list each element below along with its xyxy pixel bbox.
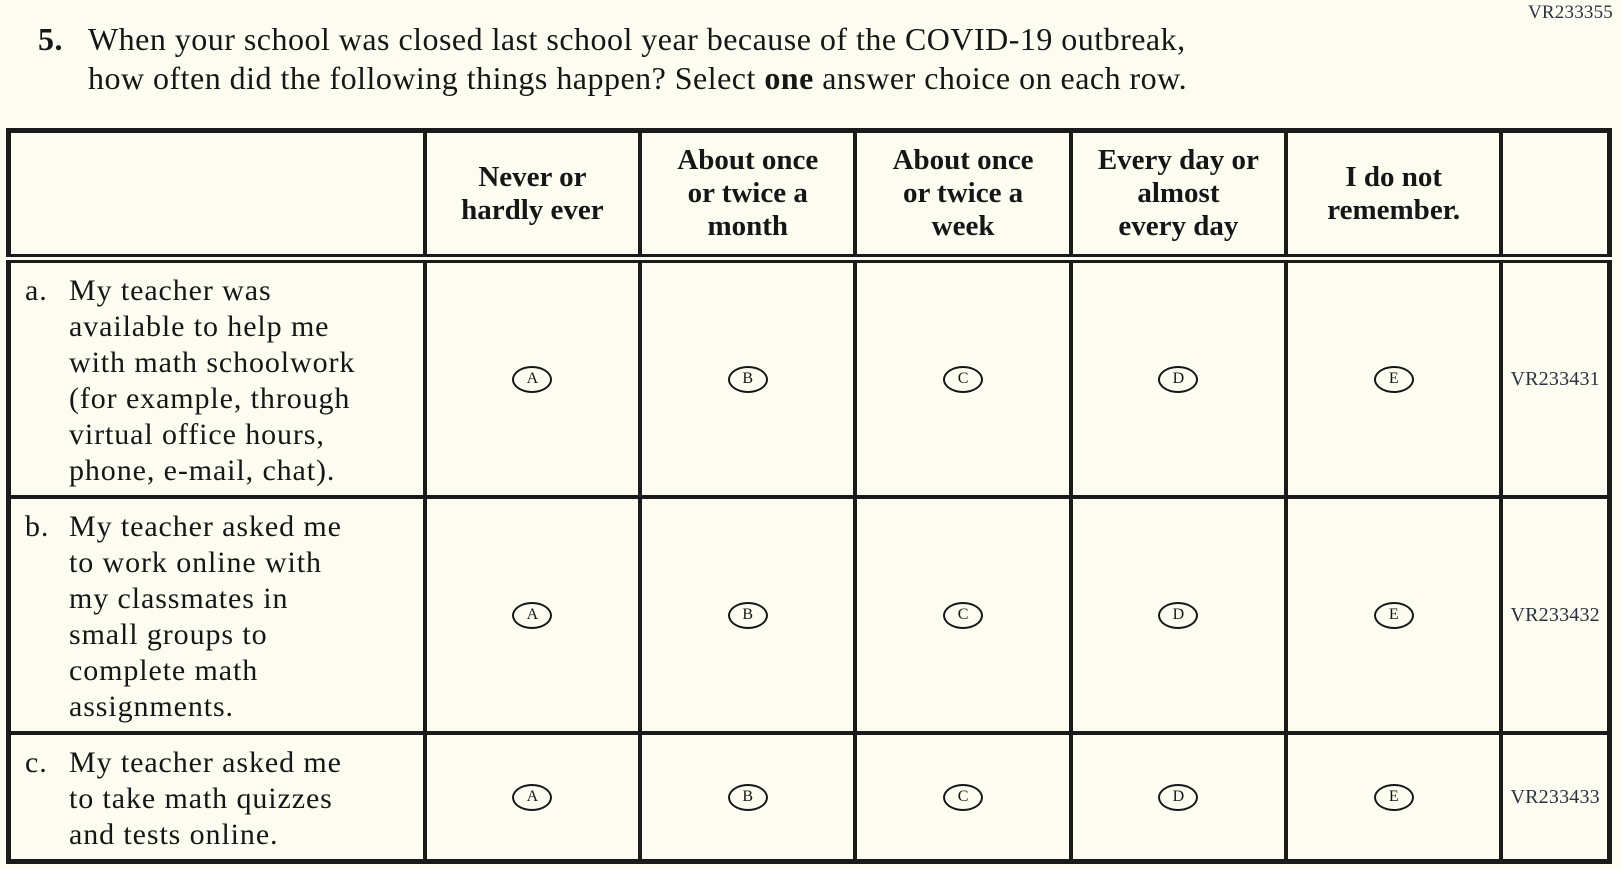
header-every-day: Every day or almost every day bbox=[1068, 128, 1289, 263]
row-c-option-cell-c: C bbox=[853, 731, 1073, 864]
row-c-option-cell-d: D bbox=[1068, 731, 1289, 864]
row-b-bubble-e[interactable]: E bbox=[1373, 601, 1414, 629]
table-row-a: a. My teacher was available to help me w… bbox=[6, 256, 1612, 499]
row-b-bubble-c[interactable]: C bbox=[943, 601, 984, 629]
page-form-code: VR233355 bbox=[1528, 2, 1613, 23]
question-text: When your school was closed last school … bbox=[88, 20, 1187, 98]
header-once-twice-month: About once or twice a month bbox=[638, 128, 858, 263]
row-c-bubble-d[interactable]: D bbox=[1158, 783, 1199, 811]
row-c-text: My teacher asked me to take math quizzes… bbox=[69, 746, 342, 851]
row-a-option-cell-b: B bbox=[638, 256, 858, 499]
row-b-option-cell-a: A bbox=[422, 495, 643, 735]
row-b-item-code: VR233432 bbox=[1499, 495, 1612, 735]
row-b-bubble-a[interactable]: A bbox=[512, 601, 553, 629]
row-a-option-cell-a: A bbox=[422, 256, 643, 499]
row-b-bubble-d[interactable]: D bbox=[1158, 601, 1199, 629]
row-a-stem-cell: a. My teacher was available to help me w… bbox=[6, 256, 427, 499]
row-c-bubble-b[interactable]: B bbox=[727, 783, 768, 811]
row-b-stem: b. My teacher asked me to work online wi… bbox=[25, 509, 417, 725]
row-c-bubble-a[interactable]: A bbox=[512, 783, 553, 811]
question-line-2: how often did the following things happe… bbox=[88, 59, 1187, 98]
question-number: 5. bbox=[38, 21, 63, 57]
row-c-option-cell-a: A bbox=[422, 731, 643, 864]
row-b-option-cell-e: E bbox=[1284, 495, 1504, 735]
row-c-stem-cell: c. My teacher asked me to take math quiz… bbox=[6, 731, 427, 864]
question-emphasis: one bbox=[764, 60, 814, 96]
row-c-option-cell-b: B bbox=[638, 731, 858, 864]
row-b-option-cell-d: D bbox=[1068, 495, 1289, 735]
header-never-hardly-ever: Never or hardly ever bbox=[422, 128, 643, 263]
question-line-2-end: answer choice on each row. bbox=[813, 60, 1188, 96]
row-c-bubble-e[interactable]: E bbox=[1373, 783, 1414, 811]
row-a-bubble-e[interactable]: E bbox=[1373, 365, 1414, 393]
row-a-bubble-d[interactable]: D bbox=[1158, 365, 1199, 393]
table-row-b: b. My teacher asked me to work online wi… bbox=[6, 495, 1612, 735]
row-a-bubble-c[interactable]: C bbox=[943, 365, 984, 393]
row-a-stem: a. My teacher was available to help me w… bbox=[25, 273, 417, 489]
row-a-text: My teacher was available to help me with… bbox=[69, 274, 356, 487]
row-c-letter: c. bbox=[25, 746, 48, 779]
row-a-option-cell-c: C bbox=[853, 256, 1073, 499]
row-c-bubble-c[interactable]: C bbox=[943, 783, 984, 811]
row-a-letter: a. bbox=[25, 274, 48, 307]
question-line-2-start: how often did the following things happe… bbox=[88, 60, 765, 96]
question-block: 5. When your school was closed last scho… bbox=[0, 0, 1621, 98]
question-line-1: When your school was closed last school … bbox=[88, 21, 1186, 57]
row-b-stem-cell: b. My teacher asked me to work online wi… bbox=[6, 495, 427, 735]
row-c-option-cell-e: E bbox=[1284, 731, 1504, 864]
response-grid: Never or hardly ever About once or twice… bbox=[6, 128, 1612, 864]
header-stem-empty bbox=[6, 128, 427, 263]
row-a-item-code: VR233431 bbox=[1499, 256, 1612, 499]
row-b-text: My teacher asked me to work online with … bbox=[69, 510, 342, 723]
row-c-item-code: VR233433 bbox=[1499, 731, 1612, 864]
row-c-stem: c. My teacher asked me to take math quiz… bbox=[25, 745, 417, 853]
table-row-c: c. My teacher asked me to take math quiz… bbox=[6, 731, 1612, 864]
header-code-empty bbox=[1499, 128, 1612, 263]
row-b-letter: b. bbox=[25, 510, 50, 543]
row-a-bubble-a[interactable]: A bbox=[512, 365, 553, 393]
row-a-bubble-b[interactable]: B bbox=[727, 365, 768, 393]
row-b-option-cell-c: C bbox=[853, 495, 1073, 735]
row-a-option-cell-d: D bbox=[1068, 256, 1289, 499]
header-row: Never or hardly ever About once or twice… bbox=[6, 128, 1612, 263]
row-b-bubble-b[interactable]: B bbox=[727, 601, 768, 629]
header-do-not-remember: I do not remember. bbox=[1284, 128, 1504, 263]
header-once-twice-week: About once or twice a week bbox=[853, 128, 1073, 263]
row-a-option-cell-e: E bbox=[1284, 256, 1504, 499]
row-b-option-cell-b: B bbox=[638, 495, 858, 735]
